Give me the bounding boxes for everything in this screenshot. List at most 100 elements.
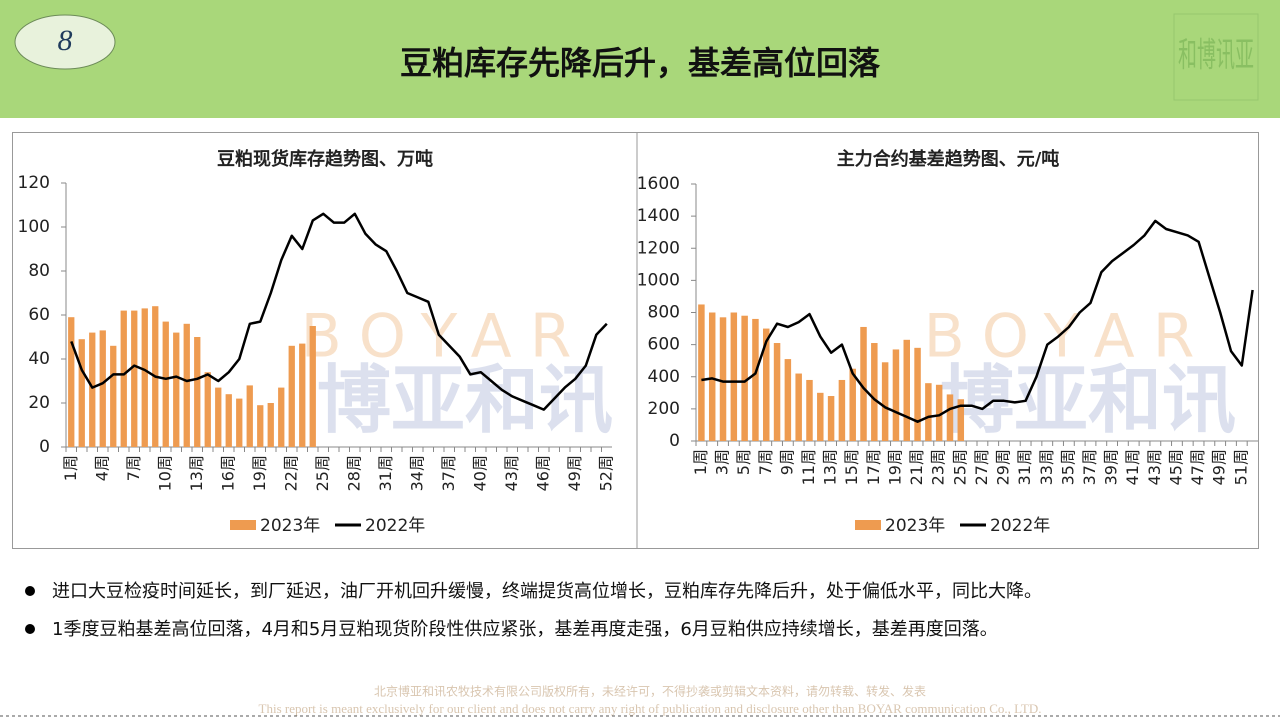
- x-tick-label: 25周: [313, 455, 332, 491]
- bar: [946, 394, 954, 441]
- bar: [849, 368, 856, 441]
- slide-title: 豆粕库存先降后升，基差高位回落: [400, 44, 881, 82]
- bar: [881, 362, 889, 441]
- bar: [194, 337, 201, 447]
- bar: [99, 330, 106, 447]
- x-tick-label: 43周: [1145, 449, 1164, 485]
- bar: [817, 392, 824, 441]
- header-band: [0, 0, 1280, 118]
- legend-label: 2023年: [260, 516, 320, 536]
- x-tick-label: 25周: [950, 449, 969, 485]
- legend-label: 2022年: [365, 516, 425, 536]
- chart-title: 主力合约基差趋势图、元/吨: [837, 148, 1060, 170]
- x-tick-label: 46周: [533, 455, 552, 491]
- y-tick-label: 100: [18, 217, 50, 237]
- x-tick-label: 47周: [1188, 449, 1207, 485]
- logo-frame: [1173, 13, 1259, 101]
- legend-label: 2022年: [990, 516, 1050, 536]
- bar: [871, 343, 878, 441]
- bar: [741, 315, 748, 441]
- bar: [246, 385, 253, 447]
- bar: [257, 405, 264, 447]
- x-tick-label: 4周: [92, 455, 111, 481]
- bar: [110, 345, 117, 447]
- x-tick-label: 49周: [565, 455, 584, 491]
- bar: [773, 343, 781, 441]
- bar: [708, 312, 716, 441]
- bar: [860, 326, 867, 441]
- watermark-chinese: 博亚和讯: [317, 358, 613, 444]
- x-tick-label: 19周: [250, 455, 269, 491]
- y-tick-label: 80: [28, 261, 50, 281]
- chart-title: 豆粕现货库存趋势图、万吨: [217, 148, 433, 170]
- x-tick-label: 37周: [439, 455, 458, 491]
- bar: [914, 347, 921, 441]
- x-tick-label: 7周: [124, 455, 143, 481]
- y-tick-label: 1400: [637, 206, 680, 226]
- legend-label: 2023年: [885, 516, 945, 536]
- y-tick-label: 1600: [637, 174, 680, 194]
- x-tick-label: 28周: [344, 455, 363, 491]
- y-tick-label: 120: [18, 173, 50, 193]
- x-tick-label: 1周: [691, 449, 710, 475]
- bar: [299, 343, 306, 447]
- x-tick-label: 9周: [777, 449, 796, 475]
- bar: [698, 304, 705, 441]
- y-tick-label: 40: [28, 349, 50, 369]
- page-badge: [14, 14, 116, 70]
- bar: [278, 387, 285, 447]
- x-tick-label: 19周: [885, 449, 904, 485]
- x-tick-label: 41周: [1123, 449, 1142, 485]
- bar: [957, 399, 965, 441]
- bar: [903, 339, 910, 441]
- x-tick-label: 34周: [407, 455, 426, 491]
- bar: [730, 312, 738, 441]
- legend-swatch: [855, 520, 881, 530]
- x-tick-label: 7周: [756, 449, 775, 475]
- y-tick-label: 800: [648, 303, 680, 323]
- bar: [236, 398, 243, 447]
- x-tick-label: 33周: [1037, 449, 1056, 485]
- bullet-text: 进口大豆检疫时间延长，到厂延迟，油厂开机回升缓慢，终端提货高位增长，豆粕库存先降…: [52, 581, 1042, 602]
- x-tick-label: 29周: [994, 449, 1013, 485]
- x-tick-label: 31周: [1015, 449, 1034, 485]
- x-tick-label: 3周: [713, 449, 732, 475]
- x-tick-label: 22周: [281, 455, 300, 491]
- x-tick-label: 51周: [1231, 449, 1250, 485]
- bar: [68, 317, 75, 447]
- bar: [752, 318, 759, 441]
- x-tick-label: 27周: [972, 449, 991, 485]
- line: [701, 219, 1254, 423]
- x-tick-label: 16周: [218, 455, 237, 491]
- watermark-chinese: 博亚和讯: [940, 358, 1236, 444]
- bar: [162, 321, 169, 447]
- x-tick-label: 17周: [864, 449, 883, 485]
- y-tick-label: 400: [648, 367, 680, 387]
- bar: [806, 379, 813, 441]
- bar: [120, 310, 127, 447]
- bar: [173, 332, 180, 447]
- x-tick-label: 13周: [821, 449, 840, 485]
- x-tick-label: 23周: [929, 449, 948, 485]
- y-tick-label: 200: [648, 399, 680, 419]
- bar: [309, 326, 316, 447]
- page-number: 8: [58, 24, 73, 57]
- bar: [183, 323, 190, 447]
- x-tick-label: 1周: [61, 455, 80, 481]
- footer-en: This report is meant exclusively for our…: [259, 701, 1042, 716]
- x-tick-label: 43周: [502, 455, 521, 491]
- bar: [288, 345, 295, 447]
- x-tick-label: 40周: [470, 455, 489, 491]
- bar: [89, 332, 96, 447]
- x-tick-label: 5周: [734, 449, 753, 475]
- bar: [78, 339, 85, 447]
- x-tick-label: 45周: [1166, 449, 1185, 485]
- bar: [784, 359, 792, 441]
- bar: [204, 372, 211, 447]
- bullet-dot: [25, 586, 35, 596]
- bar: [131, 310, 138, 447]
- bar: [925, 383, 932, 441]
- y-tick-label: 0: [39, 437, 50, 457]
- y-tick-label: 600: [648, 335, 680, 355]
